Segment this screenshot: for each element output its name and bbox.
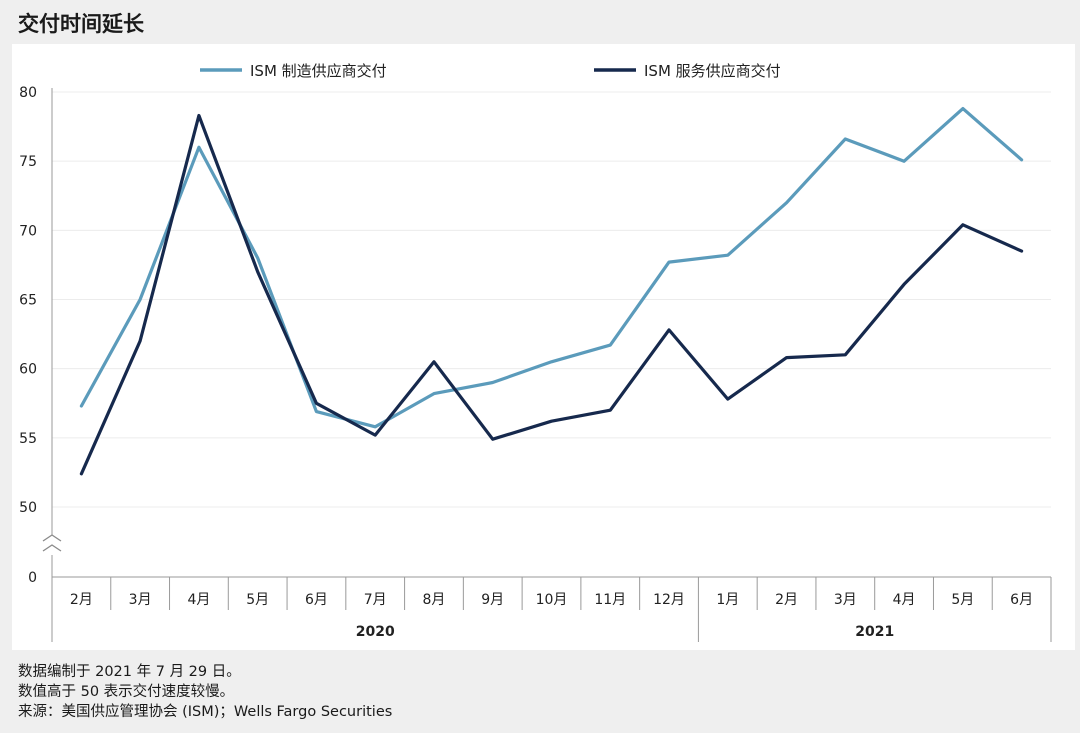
y-tick-label: 50 [19, 500, 37, 516]
year-label: 2021 [855, 624, 894, 640]
axis-break-mark-upper [42, 534, 62, 542]
x-tick-label: 9月 [481, 592, 504, 608]
x-tick-label: 1月 [716, 592, 739, 608]
note-source: 来源：美国供应管理协会 (ISM)；Wells Fargo Securities [18, 704, 393, 720]
y-tick-label: 70 [19, 223, 37, 239]
y-tick-label: 75 [19, 154, 37, 170]
x-tick-label: 11月 [594, 592, 626, 608]
x-tick-label: 6月 [1010, 592, 1033, 608]
x-tick-label: 2月 [70, 592, 93, 608]
axis-break-mark-lower [42, 544, 62, 552]
x-tick-label: 12月 [653, 592, 685, 608]
x-tick-label: 4月 [187, 592, 210, 608]
x-tick-label: 4月 [893, 592, 916, 608]
note-compiled-date: 数据编制于 2021 年 7 月 29 日。 [18, 664, 241, 680]
y-tick-label: 60 [19, 362, 37, 378]
chart-title: 交付时间延长 [18, 12, 144, 36]
y-tick-label: 0 [28, 570, 37, 586]
year-label: 2020 [356, 624, 395, 640]
y-tick-label: 80 [19, 85, 37, 101]
chart-notes: 数据编制于 2021 年 7 月 29 日。 数值高于 50 表示交付速度较慢。… [18, 662, 392, 722]
legend-label-2: ISM 服务供应商交付 [644, 62, 781, 80]
x-tick-label: 8月 [423, 592, 446, 608]
x-tick-label: 7月 [364, 592, 387, 608]
note-interpretation: 数值高于 50 表示交付速度较慢。 [18, 684, 235, 700]
x-tick-label: 10月 [536, 592, 568, 608]
y-tick-label: 55 [19, 431, 37, 447]
legend-label-1: ISM 制造供应商交付 [250, 62, 387, 80]
x-tick-label: 6月 [305, 592, 328, 608]
x-tick-label: 5月 [951, 592, 974, 608]
series-line-2 [79, 113, 1024, 476]
x-tick-label: 3月 [129, 592, 152, 608]
x-tick-label: 5月 [246, 592, 269, 608]
x-tick-label: 2月 [775, 592, 798, 608]
line-chart: 0 50 55 60 65 70 75 80 2月 3月 4月 5月 6月 7月 8月 9月 10月 11月 12月… [19, 62, 1052, 642]
series-line-1 [79, 106, 1024, 429]
y-tick-label: 65 [19, 293, 37, 309]
chart-panel [12, 44, 1075, 650]
x-tick-label: 3月 [834, 592, 857, 608]
